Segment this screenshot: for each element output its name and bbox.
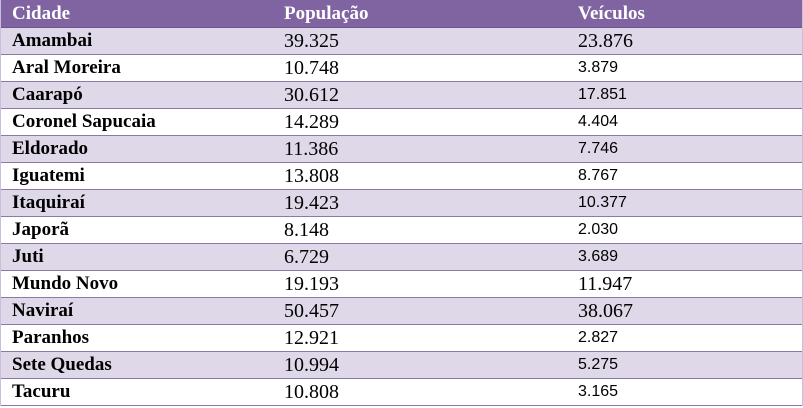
cell-cidade: Juti (12, 246, 44, 267)
table-row: Aral Moreira 10.748 3.879 (1, 55, 802, 82)
cell-cidade: Japorã (12, 219, 69, 240)
cell-populacao: 39.325 (284, 29, 339, 52)
cell-cidade: Eldorado (12, 138, 89, 159)
cell-cidade: Sete Quedas (12, 354, 112, 375)
table-row: Japorã 8.148 2.030 (1, 217, 802, 244)
table-row: Itaquiraí 19.423 10.377 (1, 190, 802, 217)
cell-populacao: 8.148 (284, 218, 329, 241)
cell-cidade: Paranhos (12, 327, 90, 348)
table-row: Sete Quedas 10.994 5.275 (1, 352, 802, 379)
cell-populacao: 12.921 (284, 326, 339, 349)
cell-cidade: Aral Moreira (12, 57, 121, 78)
table-row: Mundo Novo 19.193 11.947 (1, 271, 802, 298)
cell-veiculos: 17.851 (578, 86, 627, 103)
table-row: Paranhos 12.921 2.827 (1, 325, 802, 352)
cell-cidade: Caarapó (12, 84, 83, 105)
table-row: Eldorado 11.386 7.746 (1, 136, 802, 163)
cell-veiculos: 8.767 (578, 167, 619, 184)
cell-populacao: 13.808 (284, 164, 339, 187)
cell-populacao: 50.457 (284, 299, 339, 322)
cell-veiculos: 3.165 (578, 383, 619, 400)
cell-populacao: 6.729 (284, 245, 329, 268)
cell-populacao: 10.808 (284, 380, 339, 403)
table-row: Caarapó 30.612 17.851 (1, 82, 802, 109)
cell-cidade: Mundo Novo (12, 273, 119, 294)
cell-veiculos: 7.746 (578, 140, 619, 157)
header-populacao: População (284, 2, 369, 24)
cell-cidade: Iguatemi (12, 165, 85, 186)
table-row: Naviraí 50.457 38.067 (1, 298, 802, 325)
cell-populacao: 10.748 (284, 56, 339, 79)
cell-cidade: Itaquiraí (12, 192, 85, 213)
cell-veiculos: 4.404 (578, 113, 619, 130)
cell-veiculos: 2.030 (578, 221, 619, 238)
cell-cidade: Amambai (12, 30, 93, 51)
table-row: Iguatemi 13.808 8.767 (1, 163, 802, 190)
cell-veiculos: 3.879 (578, 59, 619, 76)
cell-veiculos: 38.067 (578, 299, 633, 322)
table-header-row: Cidade População Veículos (1, 0, 802, 28)
cell-populacao: 30.612 (284, 83, 339, 106)
cell-populacao: 11.386 (284, 137, 339, 160)
cell-veiculos: 2.827 (578, 329, 619, 346)
cell-cidade: Tacuru (12, 381, 71, 402)
cell-populacao: 14.289 (284, 110, 339, 133)
cell-veiculos: 5.275 (578, 356, 619, 373)
cell-veiculos: 10.377 (578, 194, 627, 211)
table-row: Tacuru 10.808 3.165 (1, 379, 802, 406)
cell-cidade: Coronel Sapucaia (12, 111, 156, 132)
cell-cidade: Naviraí (12, 300, 74, 321)
cell-populacao: 19.423 (284, 191, 339, 214)
cell-veiculos: 3.689 (578, 248, 619, 265)
table-row: Amambai 39.325 23.876 (1, 28, 802, 55)
cell-populacao: 10.994 (284, 353, 339, 376)
header-veiculos: Veículos (578, 2, 645, 24)
cell-veiculos: 23.876 (578, 29, 633, 52)
table-row: Coronel Sapucaia 14.289 4.404 (1, 109, 802, 136)
cell-populacao: 19.193 (284, 272, 339, 295)
table-row: Juti 6.729 3.689 (1, 244, 802, 271)
header-cidade: Cidade (12, 2, 71, 24)
cell-veiculos: 11.947 (578, 272, 633, 295)
